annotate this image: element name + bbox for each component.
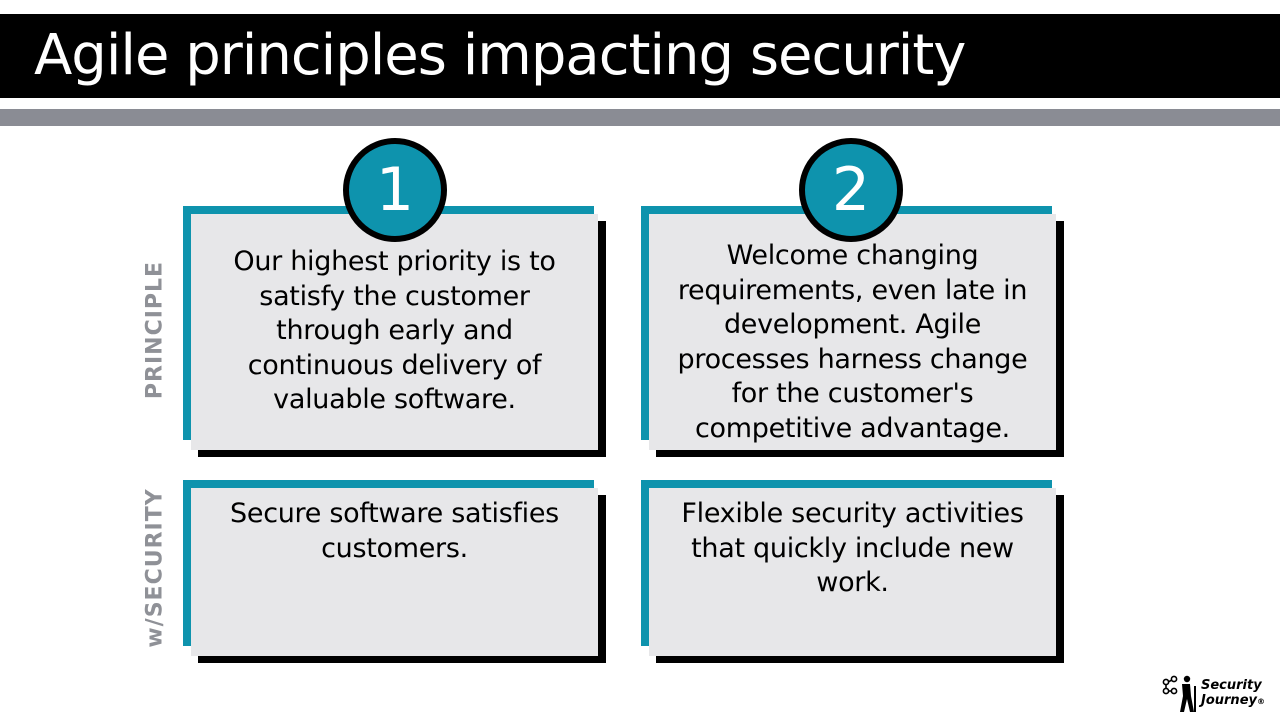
logo-line-2: Journey xyxy=(1201,693,1257,708)
number-badge-2: 2 xyxy=(799,138,903,242)
logo-registered-mark: ® xyxy=(1256,697,1265,706)
title-bar: Agile principles impacting security xyxy=(0,14,1280,98)
row-label-principle: PRINCIPLE xyxy=(142,260,168,400)
number-badge-1: 1 xyxy=(343,138,447,242)
principle-text-1: Our highest priority is to satisfy the c… xyxy=(233,246,556,415)
title-underline-band xyxy=(0,109,1280,126)
security-text-1: Secure software satisfies customers. xyxy=(230,498,559,564)
row-label-security: w/SECURITY xyxy=(142,488,168,648)
principle-text-2: Welcome changing requirements, even late… xyxy=(677,240,1028,444)
logo-line-1: Security xyxy=(1201,678,1262,693)
security-text-2: Flexible security activities that quickl… xyxy=(681,498,1024,598)
security-journey-logo-icon xyxy=(1162,675,1196,712)
logo-wordmark: Security Journey® xyxy=(1201,678,1265,709)
slide-title: Agile principles impacting security xyxy=(34,23,966,88)
